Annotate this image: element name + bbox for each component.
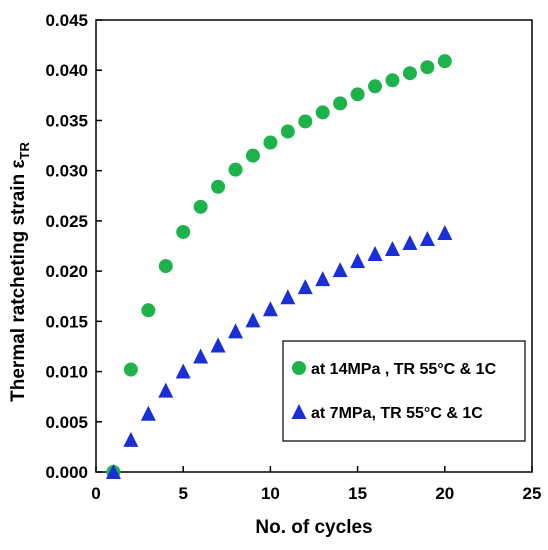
data-point <box>385 73 400 88</box>
data-point <box>280 289 296 305</box>
data-point <box>245 148 260 163</box>
x-tick-label: 15 <box>348 484 367 503</box>
y-axis-title: Thermal ratcheting strain εTR <box>8 142 32 402</box>
data-point <box>402 66 417 81</box>
y-axis-title-text: Thermal ratcheting strain <box>8 169 29 402</box>
y-tick-label: 0.005 <box>45 413 88 432</box>
data-point <box>263 135 278 150</box>
x-tick-label: 10 <box>261 484 280 503</box>
data-point <box>141 303 156 318</box>
data-point <box>176 224 191 239</box>
legend: at 14MPa , TR 55°C & 1C at 7MPa, TR 55°C … <box>282 340 526 442</box>
data-point <box>315 105 330 120</box>
data-point <box>437 54 452 69</box>
y-tick-label: 0.015 <box>45 312 88 331</box>
data-series <box>105 54 453 479</box>
series-blue-triangles <box>105 224 453 479</box>
axes: 0 5 10 15 20 25 0.000 0.005 0.010 0.015 0.020 0.025… <box>45 11 541 503</box>
data-point <box>158 382 174 398</box>
data-point <box>437 224 453 240</box>
data-point <box>350 253 366 269</box>
y-tick-label: 0.045 <box>45 11 88 30</box>
x-tick-label: 5 <box>178 484 187 503</box>
legend-label-0: at 14MPa , TR 55°C & 1C <box>311 361 497 378</box>
data-point <box>420 60 435 75</box>
x-tick-label: 0 <box>91 484 100 503</box>
x-tick-label: 20 <box>435 484 454 503</box>
legend-marker-1 <box>291 404 307 419</box>
y-tick-label: 0.040 <box>45 61 88 80</box>
data-point <box>211 179 226 194</box>
data-point <box>332 262 348 278</box>
y-axis-title-subscript: TR <box>17 142 32 160</box>
data-point <box>419 230 435 246</box>
y-tick-label: 0.030 <box>45 162 88 181</box>
data-point <box>298 114 313 129</box>
data-point <box>140 405 156 421</box>
plot-area <box>95 19 533 473</box>
x-axis-title: No. of cycles <box>255 517 372 538</box>
data-point <box>315 271 331 287</box>
data-point <box>158 259 173 274</box>
plot-frame <box>95 19 533 473</box>
data-point <box>193 348 209 364</box>
data-point <box>297 279 313 295</box>
data-point <box>105 464 121 479</box>
data-point <box>262 301 278 317</box>
data-point <box>175 363 191 379</box>
y-axis-title-symbol: ε <box>8 159 29 168</box>
data-point <box>280 124 295 139</box>
data-point <box>384 241 400 257</box>
data-point <box>123 431 139 447</box>
x-tick-label: 25 <box>523 484 542 503</box>
legend-box <box>282 340 526 442</box>
data-point <box>228 323 244 339</box>
data-point <box>193 199 208 214</box>
data-point <box>333 96 348 111</box>
y-tick-label: 0.010 <box>45 363 88 382</box>
data-point <box>350 87 365 102</box>
data-point <box>123 362 138 377</box>
data-point <box>367 246 383 262</box>
y-tick-label: 0.025 <box>45 212 88 231</box>
y-tick-label: 0.000 <box>45 463 88 482</box>
data-point <box>210 337 226 353</box>
y-tick-label: 0.035 <box>45 111 88 130</box>
series-green-circles <box>106 54 452 479</box>
data-point <box>402 234 418 250</box>
data-point <box>368 79 383 94</box>
y-tick-label: 0.020 <box>45 262 88 281</box>
legend-marker-0 <box>292 361 306 375</box>
legend-label-1: at 7MPa, TR 55°C & 1C <box>311 405 483 422</box>
data-point <box>245 312 261 328</box>
data-point <box>228 162 243 177</box>
